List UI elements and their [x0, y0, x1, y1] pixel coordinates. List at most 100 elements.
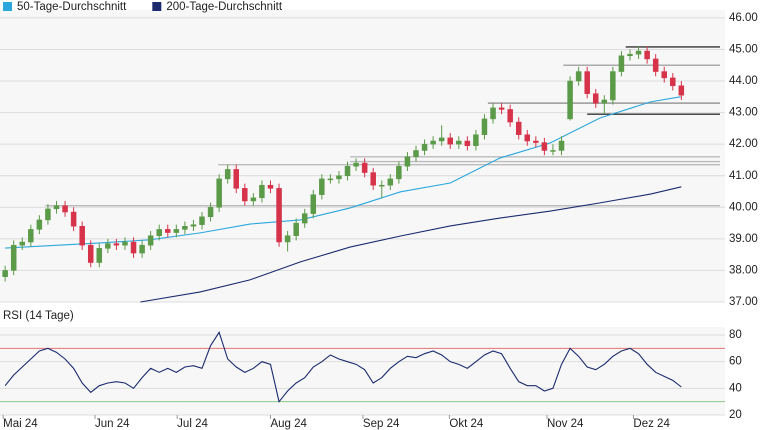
candle-body [53, 205, 60, 210]
legend-swatch [3, 2, 12, 11]
y-tick-label: 43.00 [729, 107, 758, 119]
candle-body [113, 243, 120, 246]
candle-body [533, 140, 539, 143]
candle-body [524, 134, 531, 142]
candle-body [678, 85, 685, 96]
candle-body [430, 140, 436, 145]
candle-body [344, 166, 351, 176]
candle-body [379, 184, 385, 187]
y-tick-label: 40.00 [729, 201, 758, 213]
candle-body [259, 184, 265, 199]
candle-body [216, 178, 222, 208]
candle-body [481, 118, 488, 135]
y-tick-label: 46.00 [729, 12, 758, 24]
candle-body [79, 225, 85, 246]
candle-body [447, 137, 453, 145]
candle-body [396, 166, 402, 180]
rsi-title: RSI (14 Tage) [3, 310, 74, 322]
legend-label: 200-Tage-Durchschnitt [166, 1, 283, 13]
candle-body [421, 143, 428, 151]
candle-body [199, 216, 205, 225]
candle-body [301, 213, 308, 224]
candle-body [370, 172, 376, 186]
candle-body [62, 205, 68, 213]
candle-body [28, 229, 34, 243]
legend-swatch [152, 2, 162, 11]
candle-body [233, 169, 239, 189]
candle-body [592, 93, 599, 104]
candle-body [165, 229, 171, 233]
candle-body [361, 162, 368, 173]
candle-body [139, 244, 145, 254]
candle-body [464, 140, 471, 146]
y-tick-label: 80 [729, 329, 742, 341]
candle-body [156, 229, 162, 236]
candle-body [19, 241, 26, 246]
candle-body [610, 71, 616, 101]
candle-body [224, 169, 231, 180]
candle-body [652, 58, 659, 72]
candle-body [507, 109, 513, 123]
candle-body [515, 121, 522, 135]
candle-body [635, 50, 642, 55]
candle-body [387, 178, 394, 186]
candle-body [627, 53, 633, 57]
moving-average-line [5, 96, 681, 249]
candle-body [122, 241, 128, 246]
candle-body [182, 225, 188, 230]
candle-body [404, 156, 411, 167]
x-tick-label: Mai 24 [3, 418, 38, 430]
candle-body [284, 235, 291, 243]
y-tick-label: 42.00 [729, 138, 758, 150]
candle-body [353, 162, 359, 167]
candle-body [190, 224, 197, 227]
candle-body [575, 71, 582, 82]
candle-body [601, 99, 608, 104]
candle-body [96, 248, 103, 263]
candle-body [267, 184, 274, 189]
candle-body [327, 178, 334, 181]
candle-body [498, 107, 505, 110]
candle-body [173, 229, 180, 233]
x-tick-label: Okt 24 [449, 418, 483, 430]
candle-body [293, 222, 299, 236]
y-tick-label: 20 [729, 409, 742, 421]
x-tick-label: Jun 24 [95, 418, 130, 430]
y-tick-label: 37.00 [729, 296, 758, 308]
candle-body [10, 244, 17, 271]
candle-body [541, 142, 548, 151]
rsi-plot-area [0, 327, 725, 415]
candle-body [250, 197, 257, 202]
candle-body [558, 140, 565, 151]
y-tick-label: 39.00 [729, 233, 758, 245]
x-tick-label: Nov 24 [547, 418, 584, 430]
y-tick-label: 38.00 [729, 264, 758, 276]
candle-body [2, 270, 8, 277]
candle-body [644, 50, 650, 60]
candle-body [276, 188, 282, 243]
y-tick-label: 45.00 [729, 43, 758, 55]
y-tick-label: 41.00 [729, 170, 758, 182]
x-tick-label: Jul 24 [177, 418, 208, 430]
candle-body [336, 175, 342, 180]
candle-body [456, 140, 462, 145]
candle-body [490, 107, 496, 120]
candle-body [130, 241, 137, 254]
candle-body [207, 207, 214, 218]
y-tick-label: 40 [729, 382, 742, 394]
y-tick-label: 60 [729, 356, 742, 368]
moving-average-line [140, 186, 682, 303]
candle-body [105, 243, 111, 249]
candle-body [36, 219, 43, 230]
x-tick-label: Aug 24 [270, 418, 307, 430]
candle-body [413, 150, 419, 158]
price-plot-area [0, 10, 725, 302]
candle-body [550, 150, 556, 152]
rsi-line [4, 331, 682, 403]
candle-body [618, 55, 625, 72]
candle-body [438, 137, 445, 142]
candle-body [147, 235, 154, 246]
candle-body [670, 77, 676, 87]
